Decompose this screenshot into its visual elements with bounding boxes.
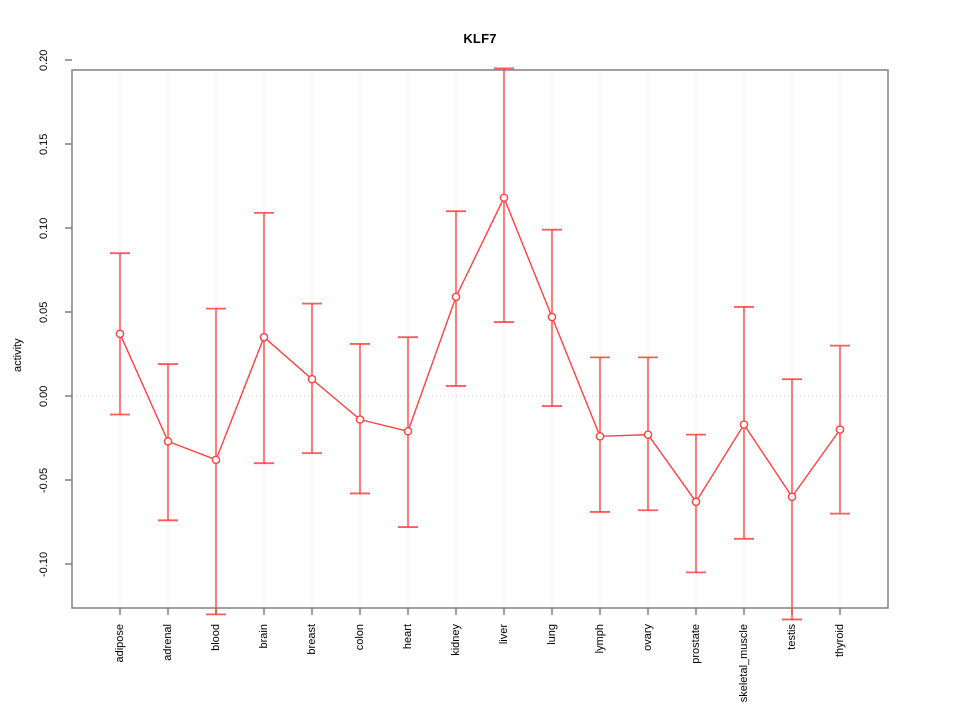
x-tick-label: adipose	[114, 624, 126, 663]
error-bars	[110, 67, 850, 621]
x-tick-label: adrenal	[162, 624, 174, 661]
x-tick-label: liver	[498, 624, 510, 645]
x-tick-label: brain	[258, 624, 270, 649]
x-tick-label: ovary	[642, 624, 654, 651]
y-tick-label: 0.15	[38, 133, 50, 155]
y-tick-label: 0.20	[38, 49, 50, 71]
x-axis-ticks	[119, 608, 841, 615]
x-tick-label: heart	[402, 624, 414, 650]
x-tick-label: thyroid	[834, 624, 846, 658]
y-tick-label: 0.05	[38, 301, 50, 323]
y-tick-label: 0.10	[38, 217, 50, 239]
x-tick-label: skeletal_muscle	[738, 624, 750, 703]
y-tick-label: -0.05	[38, 467, 50, 493]
x-tick-label: kidney	[450, 624, 462, 656]
x-tick-label: lung	[546, 624, 558, 645]
chart-title: KLF7	[463, 31, 497, 46]
data-points	[115, 193, 845, 507]
data-line	[119, 196, 841, 504]
x-tick-label: testis	[786, 624, 798, 650]
x-tick-label: lymph	[594, 624, 606, 654]
gridlines	[119, 70, 841, 608]
plot-frame	[71, 69, 889, 609]
x-tick-label: blood	[210, 624, 222, 651]
x-tick-label: prostate	[690, 624, 702, 664]
y-axis-ticks	[65, 59, 72, 565]
x-tick-label: colon	[354, 624, 366, 651]
y-tick-label: -0.10	[38, 551, 50, 577]
x-tick-label: breast	[306, 624, 318, 655]
y-tick-label: 0.00	[38, 385, 50, 407]
